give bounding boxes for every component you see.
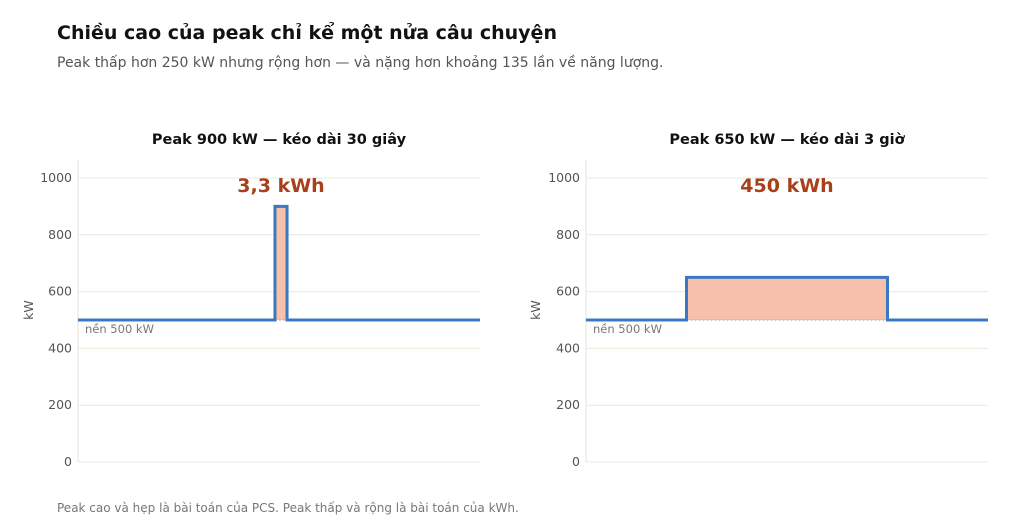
panel1-y-tick-label-0: 0 xyxy=(64,454,72,469)
panel1-baseline-label: nền 500 kW xyxy=(85,322,154,336)
panel1-y-tick-label-1000: 1000 xyxy=(40,170,72,185)
panel2-y-tick-label-0: 0 xyxy=(572,454,580,469)
panel1-energy-area xyxy=(274,206,288,320)
panel2-energy-area xyxy=(686,277,888,320)
page-subtitle: Peak thấp hơn 250 kW nhưng rộng hơn — và… xyxy=(57,55,664,71)
panel1-y-tick-label-600: 600 xyxy=(48,284,72,299)
panel2-y-tick-label-1000: 1000 xyxy=(548,170,580,185)
panel1-title: Peak 900 kW — kéo dài 30 giây xyxy=(152,132,407,148)
panel2-title: Peak 650 kW — kéo dài 3 giờ xyxy=(669,132,905,148)
panel2-baseline-label: nền 500 kW xyxy=(593,322,662,336)
panel2-load-profile-line xyxy=(586,275,988,322)
panel2-y-axis-label: kW xyxy=(528,300,543,320)
panel1-load-profile-line xyxy=(78,204,480,322)
panel1-energy-label: 3,3 kWh xyxy=(237,175,324,197)
panel1-y-tick-label-400: 400 xyxy=(48,340,72,355)
panel1-y-tick-label-200: 200 xyxy=(48,397,72,412)
panel2-y-tick-label-600: 600 xyxy=(556,284,580,299)
panel1-y-axis-label: kW xyxy=(21,300,36,320)
panel2-y-tick-label-400: 400 xyxy=(556,340,580,355)
panel2-y-tick-label-800: 800 xyxy=(556,227,580,242)
footnote: Peak cao và hẹp là bài toán của PCS. Pea… xyxy=(57,501,519,515)
panel2-y-tick-label-200: 200 xyxy=(556,397,580,412)
page-title: Chiều cao của peak chỉ kể một nửa câu ch… xyxy=(57,22,557,44)
panel2-energy-label: 450 kWh xyxy=(740,175,833,197)
panel1-y-tick-label-800: 800 xyxy=(48,227,72,242)
